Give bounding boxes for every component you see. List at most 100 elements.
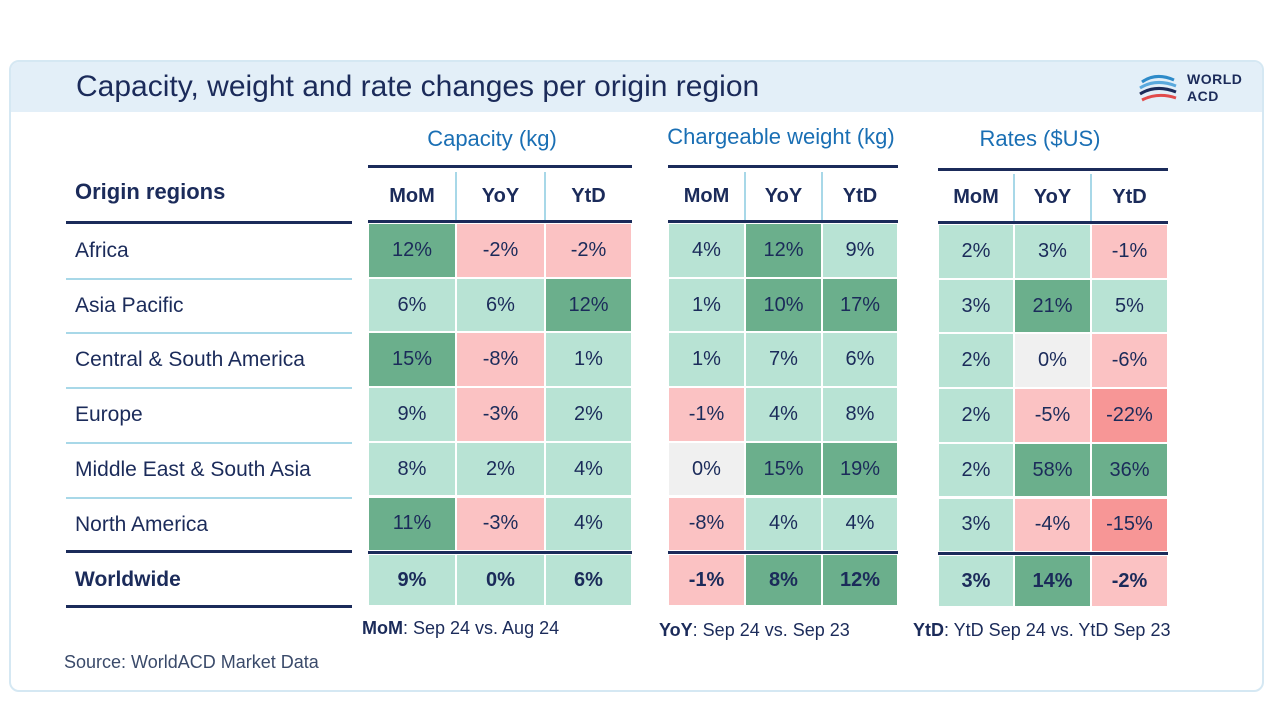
cell-capacity-yoy: -3%: [457, 497, 544, 551]
group-top-line-capacity: [368, 165, 632, 168]
row-header-underline: [66, 221, 352, 224]
cell-rates-yoy: 3%: [1015, 225, 1090, 278]
cell-weight-mom: 1%: [669, 333, 744, 387]
cell-capacity-yoy: -2%: [457, 224, 544, 277]
row-divider: [66, 441, 352, 444]
cell-capacity-mom: 9%: [369, 388, 455, 441]
cell-capacity-mom: 8%: [369, 442, 455, 496]
cell-weight-ytd: 6%: [823, 333, 897, 387]
cell-rates-mom: 2%: [939, 334, 1013, 388]
cell-weight-yoy: 4%: [746, 497, 821, 551]
row-divider: [66, 387, 352, 390]
cell-weight-ytd: 19%: [823, 442, 897, 496]
header-underline-rates: [938, 221, 1168, 224]
cell-weight-yoy: 12%: [746, 224, 821, 277]
cell-rates-mom: 2%: [939, 443, 1013, 497]
column-header-weight-yoy: YoY: [764, 184, 803, 207]
cell-capacity-ytd: 4%: [546, 497, 631, 551]
cell-capacity-yoy: 2%: [457, 442, 544, 496]
header-divider: [544, 172, 546, 220]
header-divider: [1013, 174, 1015, 221]
cell-weight-yoy: 4%: [746, 388, 821, 441]
cell-weight-ytd: 17%: [823, 278, 897, 332]
cell-weight-mom: 0%: [669, 442, 744, 496]
cell-weight-mom: 4%: [669, 224, 744, 277]
cell-capacity-ytd: -2%: [546, 224, 631, 277]
page-title: Capacity, weight and rate changes per or…: [76, 70, 760, 103]
cell-capacity-mom: 12%: [369, 224, 455, 277]
cell-rates-mom: 2%: [939, 225, 1013, 278]
row-label: Africa: [75, 239, 129, 262]
cell-rates-yoy: 58%: [1015, 443, 1090, 497]
source-note: Source: WorldACD Market Data: [64, 652, 319, 672]
row-label: Middle East & South Asia: [75, 457, 311, 481]
title-bar: [11, 62, 1262, 112]
cell-rates-yoy: -5%: [1015, 389, 1090, 442]
group-title-capacity: Capacity (kg): [427, 126, 557, 151]
cell-rates-ytd: 5%: [1092, 279, 1167, 333]
cell-capacity-mom: 15%: [369, 333, 455, 387]
cell-capacity-yoy: 6%: [457, 278, 544, 332]
cell-rates-ytd: -1%: [1092, 225, 1167, 278]
cell-rates-yoy: 0%: [1015, 334, 1090, 388]
cell-rates-mom: 3%: [939, 279, 1013, 333]
cell-capacity-yoy: -8%: [457, 333, 544, 387]
footnote-mom: MoM: Sep 24 vs. Aug 24: [362, 618, 560, 638]
column-header-rates-ytd: YtD: [1112, 186, 1147, 208]
cell-rates-yoy: 21%: [1015, 279, 1090, 333]
worldwide-separator-capacity: [368, 551, 632, 555]
cell-capacity-ytd: 6%: [546, 555, 631, 605]
header-underline-weight: [668, 220, 898, 223]
row-label: North America: [75, 512, 209, 536]
cell-weight-ytd: 8%: [823, 388, 897, 441]
cell-capacity-yoy: -3%: [457, 388, 544, 441]
cell-weight-mom: 1%: [669, 278, 744, 332]
column-header-rates-yoy: YoY: [1033, 186, 1072, 208]
header-divider: [1090, 174, 1092, 221]
column-header-capacity-ytd: YtD: [571, 184, 606, 207]
cell-rates-mom: 3%: [939, 556, 1013, 606]
cell-rates-ytd: -22%: [1092, 389, 1167, 442]
header-divider: [821, 172, 823, 220]
row-divider: [66, 277, 352, 280]
group-top-line-weight: [668, 165, 898, 168]
row-divider: [66, 496, 352, 499]
cell-rates-ytd: 36%: [1092, 443, 1167, 497]
cell-rates-ytd: -15%: [1092, 498, 1167, 552]
cell-weight-mom: -1%: [669, 388, 744, 441]
cell-rates-ytd: -6%: [1092, 334, 1167, 388]
row-label: Worldwide: [75, 568, 181, 592]
cell-rates-mom: 3%: [939, 498, 1013, 552]
row-label: Central & South America: [75, 348, 305, 372]
logo-text: WORLD ACD: [1187, 71, 1243, 104]
header-divider: [744, 172, 746, 220]
column-header-capacity-yoy: YoY: [481, 184, 520, 207]
worldacd-logo-icon: [1139, 75, 1177, 102]
cell-weight-ytd: 12%: [823, 555, 897, 605]
cell-weight-mom: -1%: [669, 555, 744, 605]
footnote-yoy: YoY: Sep 24 vs. Sep 23: [659, 620, 850, 640]
cell-weight-ytd: 9%: [823, 224, 897, 277]
cell-rates-mom: 2%: [939, 389, 1013, 442]
cell-weight-yoy: 7%: [746, 333, 821, 387]
group-title-chargeable-weight: Chargeable weight (kg): [667, 124, 895, 149]
worldwide-separator-rates: [938, 552, 1168, 556]
footnote-ytd: YtD: YtD Sep 24 vs. YtD Sep 23: [913, 620, 1171, 640]
group-top-line-rates: [938, 168, 1168, 171]
cell-weight-ytd: 4%: [823, 497, 897, 551]
header-underline-capacity: [368, 220, 632, 223]
cell-rates-ytd: -2%: [1092, 556, 1167, 606]
worldwide-separator-weight: [668, 551, 898, 555]
row-label: Europe: [75, 403, 143, 427]
column-header-capacity-mom: MoM: [389, 184, 435, 207]
table-bottom-line: [66, 604, 352, 608]
row-label: Asia Pacific: [75, 293, 184, 317]
column-header-rates-mom: MoM: [953, 186, 999, 208]
cell-rates-yoy: -4%: [1015, 498, 1090, 552]
cell-capacity-ytd: 2%: [546, 388, 631, 441]
cell-capacity-mom: 6%: [369, 278, 455, 332]
column-header-weight-mom: MoM: [683, 184, 730, 207]
row-header-label: Origin regions: [75, 179, 226, 204]
cell-capacity-ytd: 12%: [546, 278, 631, 332]
cell-capacity-ytd: 4%: [546, 442, 631, 496]
